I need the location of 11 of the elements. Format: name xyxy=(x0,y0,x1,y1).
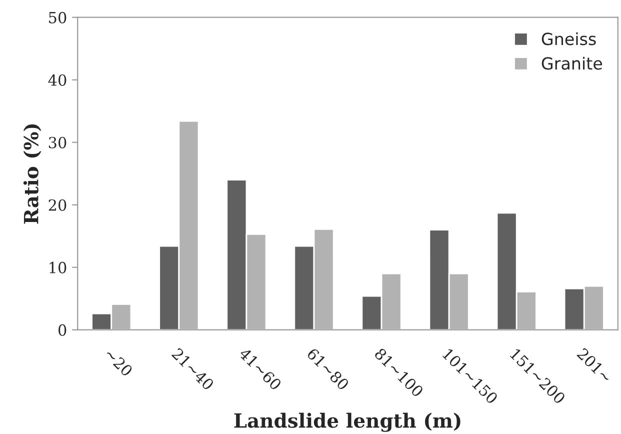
y-tick-label: 0 xyxy=(58,324,66,336)
x-axis-title: Landslide length (m) xyxy=(234,412,460,432)
y-tick-label: 40 xyxy=(48,74,66,86)
legend-label: Granite xyxy=(542,56,602,70)
y-tick-label: 20 xyxy=(48,199,66,211)
y-tick-label: 50 xyxy=(49,12,66,24)
y-tick-label: 30 xyxy=(48,136,66,148)
x-tick-label: ~20 xyxy=(104,348,134,377)
y-axis-title: Ratio (%) xyxy=(23,124,42,224)
legend-label: Gneiss xyxy=(542,32,596,46)
y-tick-label: 10 xyxy=(50,262,66,274)
